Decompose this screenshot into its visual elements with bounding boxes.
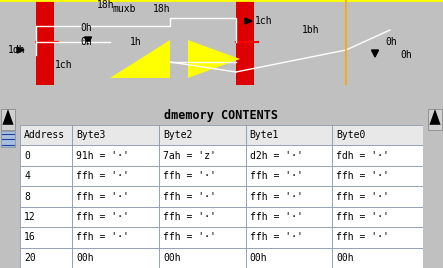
Text: 20: 20: [24, 253, 36, 263]
Text: muxb: muxb: [113, 4, 136, 14]
Bar: [236, 0, 254, 85]
Text: ffh = '·': ffh = '·': [77, 232, 129, 242]
Text: 1dh: 1dh: [8, 45, 26, 55]
Polygon shape: [2, 109, 14, 125]
Text: 16: 16: [24, 232, 36, 242]
Text: ffh = '·': ffh = '·': [163, 192, 216, 202]
Text: ffh = '·': ffh = '·': [336, 192, 389, 202]
Text: 1ch: 1ch: [55, 60, 73, 70]
Polygon shape: [429, 109, 441, 125]
Bar: [72, 125, 159, 146]
Bar: [159, 227, 246, 248]
Text: 0h: 0h: [80, 23, 92, 33]
Text: Byte3: Byte3: [77, 130, 106, 140]
Bar: [332, 186, 423, 207]
Text: dmemory CONTENTS: dmemory CONTENTS: [164, 110, 279, 122]
Bar: [72, 227, 159, 248]
Bar: [72, 146, 159, 166]
Bar: [72, 186, 159, 207]
Bar: [246, 166, 332, 186]
Text: 00h: 00h: [77, 253, 94, 263]
Bar: [20, 186, 72, 207]
Text: ffh = '·': ffh = '·': [250, 171, 303, 181]
Text: ffh = '·': ffh = '·': [77, 171, 129, 181]
Text: ffh = '·': ffh = '·': [250, 192, 303, 202]
Text: 0h: 0h: [385, 37, 397, 47]
Bar: [246, 207, 332, 227]
Text: 7ah = 'z': 7ah = 'z': [163, 151, 216, 161]
Bar: [159, 125, 246, 146]
Bar: [246, 186, 332, 207]
Text: ffh = '·': ffh = '·': [77, 212, 129, 222]
Text: ffh = '·': ffh = '·': [77, 192, 129, 202]
Bar: [246, 146, 332, 166]
Text: 4: 4: [24, 171, 30, 181]
Text: fdh = '·': fdh = '·': [336, 151, 389, 161]
Text: ffh = '·': ffh = '·': [336, 212, 389, 222]
Text: 18h: 18h: [153, 4, 171, 14]
Text: Byte2: Byte2: [163, 130, 192, 140]
Polygon shape: [85, 37, 92, 44]
Text: 0: 0: [24, 151, 30, 161]
Bar: [428, 109, 442, 129]
Bar: [159, 166, 246, 186]
Text: 12: 12: [24, 212, 36, 222]
Bar: [72, 207, 159, 227]
Text: ffh = '·': ffh = '·': [336, 171, 389, 181]
Bar: [159, 248, 246, 268]
Text: 1h: 1h: [130, 37, 142, 47]
Text: Byte0: Byte0: [336, 130, 366, 140]
Bar: [72, 166, 159, 186]
Text: ffh = '·': ffh = '·': [250, 212, 303, 222]
Text: 00h: 00h: [163, 253, 181, 263]
Text: 8: 8: [24, 192, 30, 202]
Bar: [159, 207, 246, 227]
Bar: [246, 248, 332, 268]
Bar: [159, 186, 246, 207]
Bar: [20, 146, 72, 166]
Polygon shape: [17, 47, 24, 53]
Bar: [36, 0, 54, 85]
Polygon shape: [372, 50, 378, 57]
Bar: [332, 207, 423, 227]
Text: ffh = '·': ffh = '·': [163, 232, 216, 242]
Bar: [246, 227, 332, 248]
Text: ffh = '·': ffh = '·': [250, 232, 303, 242]
Bar: [20, 248, 72, 268]
Bar: [332, 227, 423, 248]
Bar: [72, 248, 159, 268]
Bar: [1, 109, 15, 129]
Text: d2h = '·': d2h = '·': [250, 151, 303, 161]
Text: 0h: 0h: [400, 50, 412, 60]
Bar: [332, 146, 423, 166]
Text: 18h: 18h: [97, 0, 115, 10]
Polygon shape: [110, 40, 170, 78]
Text: 0h: 0h: [80, 37, 92, 47]
Text: 1bh: 1bh: [302, 25, 320, 35]
Text: ffh = '·': ffh = '·': [163, 212, 216, 222]
Bar: [20, 166, 72, 186]
Text: ffh = '·': ffh = '·': [163, 171, 216, 181]
Bar: [20, 125, 72, 146]
Text: 91h = '·': 91h = '·': [77, 151, 129, 161]
Bar: [159, 146, 246, 166]
Text: Address: Address: [24, 130, 65, 140]
Text: 1ch: 1ch: [255, 16, 272, 26]
Bar: [246, 125, 332, 146]
Bar: [20, 227, 72, 248]
Bar: [20, 207, 72, 227]
Bar: [1, 131, 15, 147]
Polygon shape: [245, 18, 252, 24]
Text: 00h: 00h: [250, 253, 267, 263]
Text: ffh = '·': ffh = '·': [336, 232, 389, 242]
Bar: [332, 248, 423, 268]
Polygon shape: [188, 40, 240, 78]
Bar: [332, 166, 423, 186]
Bar: [332, 125, 423, 146]
Text: Byte1: Byte1: [250, 130, 279, 140]
Text: 00h: 00h: [336, 253, 354, 263]
